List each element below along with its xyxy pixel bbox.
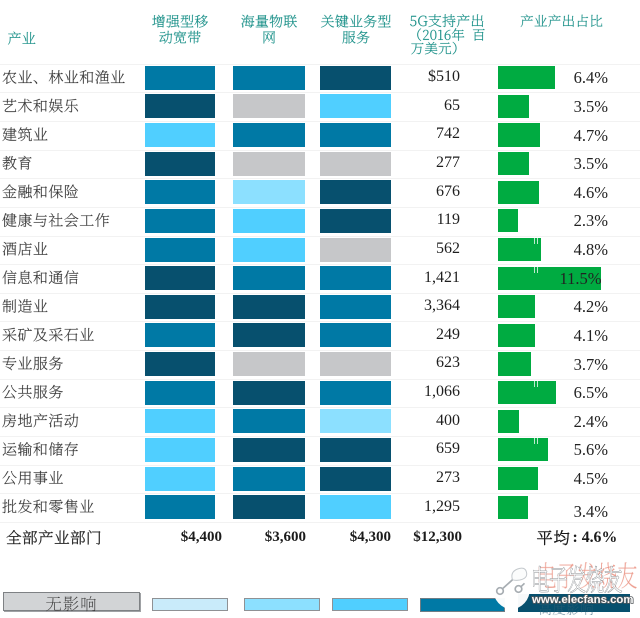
- svg-text:www.elecfans.com: www.elecfans.com: [531, 594, 634, 606]
